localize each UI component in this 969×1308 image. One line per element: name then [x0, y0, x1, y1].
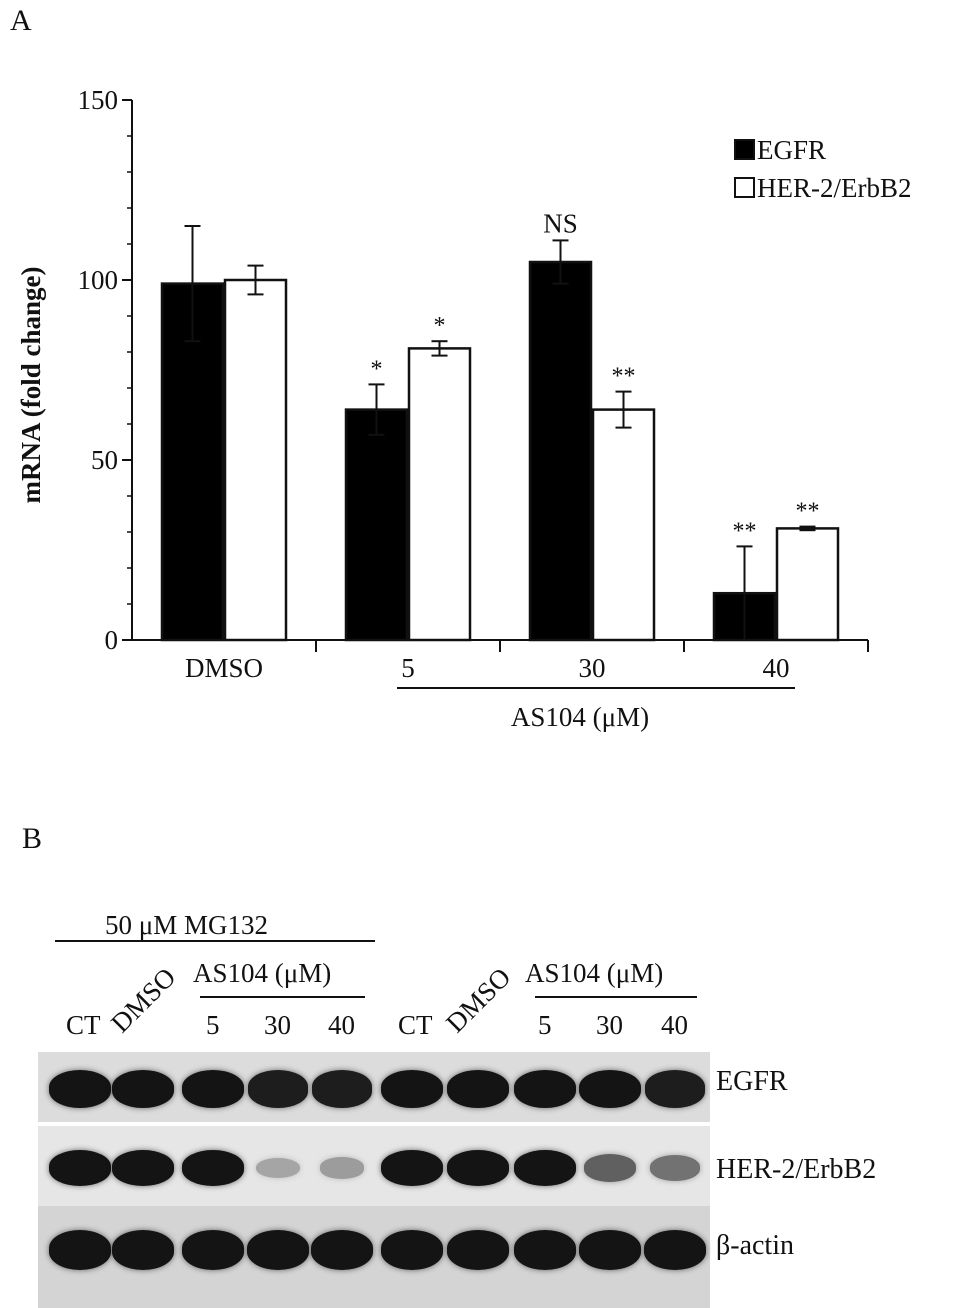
- bar-her2: [591, 408, 656, 642]
- legend-swatch: [734, 139, 755, 160]
- blot-band: [644, 1070, 706, 1108]
- legend-label: EGFR: [757, 135, 826, 165]
- blot-band: [579, 1230, 641, 1270]
- group-label-right: AS104 (μM): [525, 958, 664, 988]
- significance-label: *: [371, 356, 383, 382]
- lane-label: DMSO: [440, 961, 517, 1039]
- significance-label: **: [733, 518, 757, 544]
- bar-egfr: [160, 282, 225, 642]
- blot-band: [112, 1070, 174, 1108]
- blot-band: [247, 1230, 309, 1270]
- x-category-label: 40: [763, 653, 790, 683]
- treatment-rule: [55, 940, 375, 942]
- blot-band: [182, 1150, 244, 1186]
- lane-label: 5: [538, 1010, 552, 1040]
- blot-band: [649, 1154, 701, 1182]
- blot-band: [514, 1070, 576, 1108]
- row-label-egfr: EGFR: [716, 1066, 788, 1097]
- significance-label: **: [612, 364, 636, 390]
- bar-egfr: [344, 408, 409, 642]
- treatment-label: 50 μM MG132: [105, 910, 268, 940]
- blot-band: [514, 1230, 576, 1270]
- blot-band: [49, 1150, 111, 1186]
- bar-egfr: [528, 260, 593, 642]
- blot-band: [381, 1150, 443, 1186]
- blot-band: [381, 1070, 443, 1108]
- lane-label: 30: [596, 1010, 623, 1040]
- blot-band: [447, 1230, 509, 1270]
- group-label: AS104 (μM): [511, 702, 649, 732]
- row-label-her2: HER-2/ErbB2: [716, 1154, 877, 1185]
- blot-band: [49, 1070, 111, 1108]
- blot-band: [112, 1230, 174, 1270]
- x-category-label: DMSO: [185, 653, 263, 683]
- lane-label: 5: [206, 1010, 220, 1040]
- western-blot-panel: 50 μM MG132 AS104 (μM) AS104 (μM) CT DMSO…: [0, 820, 969, 1308]
- blot-band: [311, 1230, 373, 1270]
- blot-band: [579, 1070, 641, 1108]
- lane-label: CT: [398, 1010, 433, 1040]
- blot-band: [182, 1230, 244, 1270]
- y-tick-label: 50: [91, 445, 118, 475]
- blot-band: [447, 1070, 509, 1108]
- blot-band: [247, 1070, 309, 1108]
- blot-band: [182, 1070, 244, 1108]
- blot-band: [644, 1230, 706, 1270]
- legend-swatch: [734, 177, 755, 198]
- y-tick-label: 0: [105, 625, 119, 655]
- lane-label: CT: [66, 1010, 101, 1040]
- bar-her2: [407, 347, 472, 642]
- blot-band: [311, 1070, 373, 1108]
- y-tick-label: 150: [78, 85, 119, 115]
- y-axis-title: mRNA (fold change): [16, 267, 46, 504]
- bar-her2: [775, 527, 840, 642]
- x-category-label: 30: [579, 653, 606, 683]
- blot-band: [112, 1150, 174, 1186]
- lane-label: 40: [328, 1010, 355, 1040]
- blot-band: [514, 1150, 576, 1186]
- bar-her2: [223, 278, 288, 642]
- significance-label: NS: [543, 208, 578, 238]
- blot-band: [381, 1230, 443, 1270]
- lane-label: 40: [661, 1010, 688, 1040]
- panel-a-letter: A: [10, 4, 32, 37]
- lane-label: DMSO: [105, 961, 182, 1039]
- group-rule-left: [200, 996, 365, 998]
- blot-band: [49, 1230, 111, 1270]
- legend-label: HER-2/ErbB2: [757, 173, 912, 203]
- y-tick-label: 100: [78, 265, 119, 295]
- x-category-label: 5: [401, 653, 415, 683]
- lane-label: 30: [264, 1010, 291, 1040]
- significance-label: *: [434, 313, 446, 339]
- blot-band: [256, 1157, 300, 1179]
- group-label-left: AS104 (μM): [193, 958, 332, 988]
- blot-band: [583, 1154, 637, 1182]
- significance-label: **: [796, 499, 820, 525]
- group-rule-right: [535, 996, 697, 998]
- row-label-actin: β-actin: [716, 1230, 794, 1261]
- blot-band: [319, 1157, 365, 1179]
- blot-band: [447, 1150, 509, 1186]
- panel-b-letter: B: [22, 822, 43, 855]
